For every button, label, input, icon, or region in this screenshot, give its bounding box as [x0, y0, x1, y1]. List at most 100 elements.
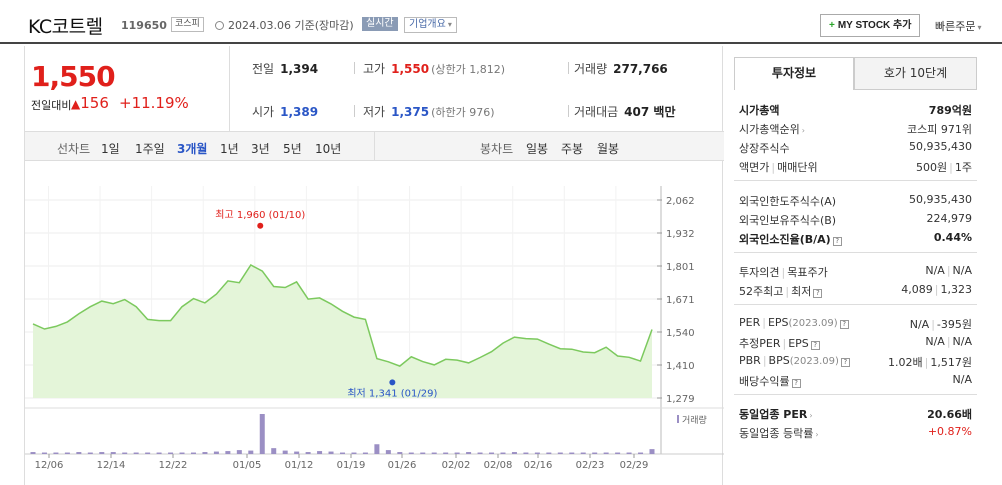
- chevron-right-icon[interactable]: ›: [809, 411, 813, 420]
- separator: |: [931, 318, 935, 331]
- realtime-button[interactable]: 실시간: [362, 17, 398, 31]
- separator: |: [762, 316, 766, 329]
- par-label: 액면가: [739, 161, 770, 174]
- volume-bar: [271, 448, 277, 454]
- volume-bar: [523, 452, 529, 454]
- lower-limit: (하한가 976): [431, 106, 495, 119]
- max-marker: [257, 222, 264, 229]
- price-chart[interactable]: 2,062 1,932 1,801 1,671 1,540 1,410 1,279 최고 1…: [25, 186, 724, 485]
- bps-value: 1,517원: [930, 356, 972, 369]
- volume-bar: [557, 452, 563, 454]
- y-tick-label: 1,410: [666, 361, 695, 372]
- x-tick-label: 02/02: [442, 460, 471, 471]
- volume-bar: [305, 452, 311, 454]
- volume-bar: [511, 452, 517, 454]
- industry-per-value: 20.66배: [927, 408, 972, 421]
- period-1w[interactable]: 1주일: [135, 142, 165, 156]
- x-tick-label: 12/06: [35, 460, 64, 471]
- period-1y[interactable]: 1년: [220, 142, 239, 156]
- quote-low-value: 1,375: [391, 105, 430, 119]
- divider: [354, 105, 355, 117]
- bps-label: BPS: [768, 354, 790, 367]
- candle-chart-label: 봉차트: [480, 142, 514, 156]
- chart-markers: 최고 1,960 (01/10) 최저 1,341 (01/29): [215, 209, 437, 400]
- info-row: PER | EPS(2023.09)? N/A | -395원: [739, 316, 972, 331]
- help-icon[interactable]: ?: [839, 320, 849, 329]
- foreign-ratio-value: 0.44%: [933, 231, 972, 244]
- price-box: 1,550 전일대비 ▲156 +11.19%: [25, 46, 230, 131]
- volume-bar: [408, 452, 414, 454]
- period-10y[interactable]: 10년: [315, 142, 342, 156]
- period-5y[interactable]: 5년: [283, 142, 302, 156]
- stock-code: 119650: [121, 19, 167, 32]
- eps-value: -395원: [936, 318, 972, 331]
- pbr-bps-value: 1.02배 | 1,517원: [888, 354, 972, 370]
- tab-investment-info[interactable]: 투자정보: [734, 57, 854, 90]
- volume-bar: [328, 451, 334, 454]
- period-selector: 선차트 1일 1주일 3개월 1년 3년 5년 10년 봉차트 일봉 주봉 월봉: [25, 131, 724, 161]
- volume-bar: [168, 452, 174, 454]
- volume-legend-label: 거래량: [682, 414, 707, 426]
- period-3m[interactable]: 3개월: [177, 142, 208, 156]
- company-overview-dropdown[interactable]: 기업개요 ▾: [404, 17, 457, 33]
- volume-bar: [110, 452, 116, 454]
- help-icon[interactable]: ?: [832, 237, 842, 246]
- quick-order-dropdown[interactable]: 빠른주문 ▾: [935, 18, 982, 34]
- volume-bar: [638, 452, 644, 454]
- chevron-right-icon[interactable]: ›: [801, 126, 805, 135]
- mcap-rank-value: 코스피 971위: [907, 123, 972, 136]
- x-tick-label: 12/14: [97, 460, 126, 471]
- tab-orderbook[interactable]: 호가 10단계: [854, 57, 977, 90]
- industry-change-label: 동일업종 등락률: [739, 427, 814, 440]
- separator: |: [781, 266, 786, 279]
- w52-low-label: 최저: [791, 285, 812, 298]
- info-row: 상장주식수 50,935,430: [739, 140, 972, 156]
- quote-amount: 거래대금 407 백만: [574, 103, 675, 120]
- volume-bar: [431, 452, 437, 454]
- separator: |: [771, 161, 776, 174]
- x-tick-label: 01/05: [233, 460, 262, 471]
- volume-bar: [580, 452, 586, 454]
- separator: |: [782, 337, 787, 350]
- par-unit-value: 500원 | 1주: [916, 159, 972, 175]
- info-row: 동일업종 등락률 › +0.87%: [739, 425, 972, 441]
- quote-high: 고가 1,550 (상한가 1,812): [363, 60, 505, 77]
- investment-info-panel: 투자정보 호가 10단계 시가총액 789억원 시가총액순위 › 코스피 971위 상…: [734, 57, 977, 485]
- help-icon[interactable]: ?: [813, 289, 823, 298]
- volume-bar: [374, 444, 380, 454]
- separator: |: [924, 356, 929, 369]
- feps-value: N/A: [952, 335, 972, 348]
- divider: [734, 394, 977, 395]
- stock-header: KC코트렐 119650 코스피 2024.03.06 기준(장마감) 실시간 …: [0, 0, 1002, 44]
- help-icon[interactable]: ?: [791, 379, 801, 388]
- period-3y[interactable]: 3년: [251, 142, 270, 156]
- mcap-value: 789억원: [928, 104, 972, 117]
- w52-low-value: 1,323: [940, 283, 973, 296]
- separator: |: [949, 161, 953, 174]
- date-info: 2024.03.06 기준(장마감): [215, 17, 354, 33]
- divider: [734, 304, 977, 305]
- info-row: 52주최고 | 최저? 4,089 | 1,323: [739, 283, 972, 299]
- separator: |: [946, 264, 951, 277]
- candle-weekly[interactable]: 주봉: [561, 142, 584, 156]
- help-icon[interactable]: ?: [840, 358, 850, 367]
- chevron-right-icon[interactable]: ›: [815, 430, 819, 439]
- candle-daily[interactable]: 일봉: [526, 142, 549, 156]
- info-row: 외국인소진율(B/A)? 0.44%: [739, 231, 972, 247]
- volume-bar: [87, 452, 93, 454]
- price-line: [32, 264, 653, 367]
- volume-bar: [30, 452, 36, 454]
- help-icon[interactable]: ?: [810, 341, 820, 350]
- volume-bar: [213, 451, 219, 454]
- my-stock-add-button[interactable]: + MY STOCK 추가: [820, 14, 921, 37]
- volume-bar: [477, 452, 483, 454]
- foreign-ratio-label: 외국인소진율(B/A): [739, 233, 831, 246]
- fper-feps-value: N/A | N/A: [925, 335, 972, 348]
- x-tick-label: 02/16: [524, 460, 553, 471]
- per-label: PER: [739, 316, 761, 329]
- volume-bar: [41, 452, 47, 454]
- candle-monthly[interactable]: 월봉: [597, 142, 620, 156]
- w52-high-label: 52주최고: [739, 285, 784, 298]
- period-1d[interactable]: 1일: [101, 142, 120, 156]
- volume-bar: [282, 450, 288, 454]
